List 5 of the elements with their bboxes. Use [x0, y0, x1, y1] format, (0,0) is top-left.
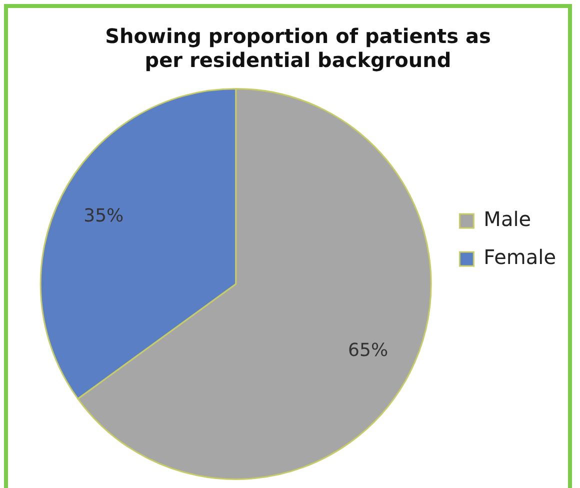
data-label: 65% — [348, 340, 388, 362]
legend-label: Female — [484, 245, 556, 270]
data-label: 35% — [84, 205, 124, 226]
chart-title: Showing proportion of patients as per residential background — [105, 24, 491, 72]
legend-label: Male — [484, 207, 532, 232]
